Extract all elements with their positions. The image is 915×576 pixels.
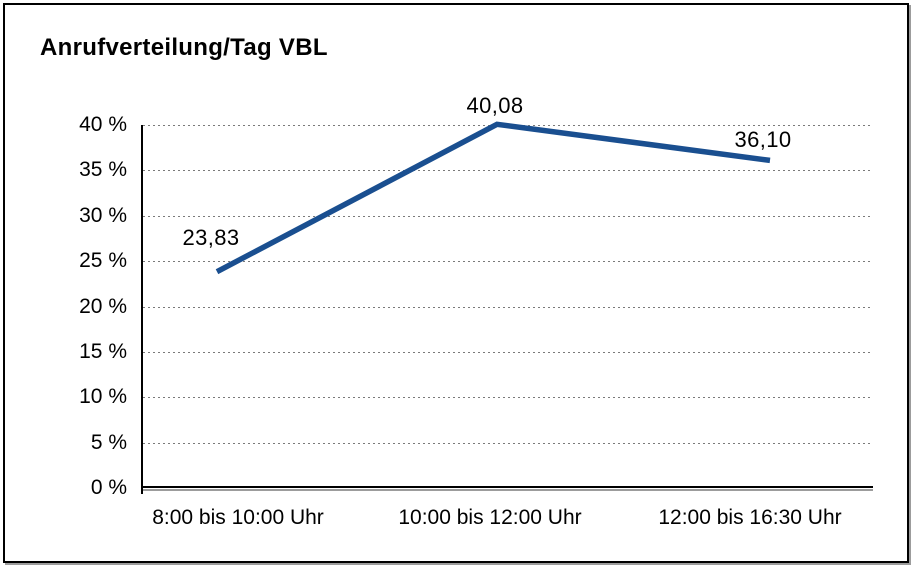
y-axis-line [141,125,143,494]
data-line [215,121,771,275]
x-category-label-1: 8:00 bis 10:00 Uhr [152,506,324,529]
x-axis-shadow [143,489,873,491]
y-tick-label-35: 35 % [79,158,127,182]
x-category-label-3: 12:00 bis 16:30 Uhr [658,506,842,529]
y-axis-tick-labels: 0 % 5 % 10 % 15 % 20 % 25 % 30 % 35 % 40… [5,5,127,505]
gridline-20 [143,306,873,308]
gridline-15 [143,351,873,353]
gridline-25 [143,261,873,263]
chart-title: Anrufverteilung/Tag VBL [40,34,328,61]
gridline-35 [143,170,873,172]
y-tick-label-30: 30 % [79,203,127,227]
y-tick-label-15: 15 % [79,339,127,363]
data-point-label-2: 40,08 [466,93,524,118]
y-tick-label-5: 5 % [90,430,127,454]
y-tick-label-25: 25 % [79,249,127,273]
data-point-label-1: 23,83 [182,225,240,250]
chart-frame: Anrufverteilung/Tag VBL 23,83 40,08 36,1… [3,3,909,563]
y-tick-label-0: 0 % [90,476,127,499]
y-tick-label-20: 20 % [79,294,127,318]
plot-area: 23,83 40,08 36,10 [141,93,873,494]
gridline-5 [143,442,873,444]
x-category-label-2: 10:00 bis 12:00 Uhr [398,506,582,529]
y-tick-label-40: 40 % [79,113,127,136]
gridline-10 [143,397,873,399]
x-axis-line [143,486,873,488]
data-point-label-3: 36,10 [734,127,792,152]
y-tick-label-10: 10 % [79,385,127,409]
gridline-30 [143,215,873,217]
